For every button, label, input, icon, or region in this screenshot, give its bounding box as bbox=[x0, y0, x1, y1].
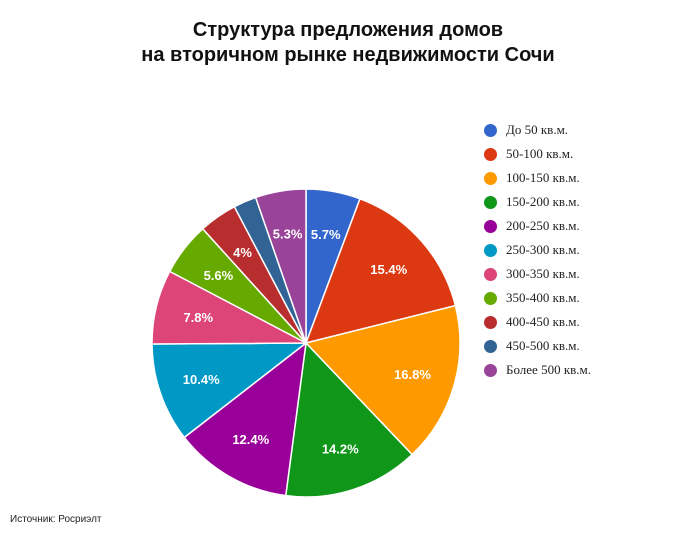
chart-title: Структура предложения домов на вторичном… bbox=[0, 18, 696, 68]
chart-legend: До 50 кв.м. 50-100 кв.м. 100-150 кв.м. 150-… bbox=[484, 118, 591, 382]
legend-label-3: 150-200 кв.м. bbox=[506, 194, 580, 209]
pie-slice-label-10: 5.3% bbox=[273, 227, 303, 242]
legend-item-5: 250-300 кв.м. bbox=[484, 238, 591, 262]
pie-slice-1 bbox=[304, 197, 457, 345]
chart-title-line-2: на вторичном рынке недвижимости Сочи bbox=[141, 44, 555, 66]
legend-swatch-6 bbox=[484, 267, 497, 281]
legend-swatch-9 bbox=[484, 339, 497, 353]
legend-swatch-0 bbox=[484, 123, 497, 137]
pie-slice-10 bbox=[254, 188, 307, 344]
legend-label-4: 200-250 кв.м. bbox=[506, 218, 580, 233]
pie-slice-label-2: 16.8% bbox=[394, 367, 431, 382]
pie-slice-label-5: 10.4% bbox=[183, 372, 220, 387]
pie-slice-2 bbox=[304, 304, 461, 456]
legend-swatch-4 bbox=[484, 219, 497, 233]
pie-slice-5 bbox=[151, 342, 309, 439]
pie-slice-label-3: 14.2% bbox=[322, 441, 359, 456]
pie-slice-label-8: 4% bbox=[233, 245, 252, 260]
legend-label-1: 50-100 кв.м. bbox=[506, 146, 574, 161]
legend-label-8: 400-450 кв.м. bbox=[506, 314, 580, 329]
legend-item-9: 450-500 кв.м. bbox=[484, 334, 591, 358]
legend-swatch-5 bbox=[484, 243, 497, 257]
pie-slice-4 bbox=[183, 341, 307, 497]
chart-title-line-1: Структура предложения домов bbox=[192, 19, 504, 41]
legend-item-1: 50-100 кв.м. bbox=[484, 142, 591, 166]
legend-swatch-7 bbox=[484, 291, 497, 305]
source-note: Источник: Росриэлт bbox=[10, 514, 102, 525]
legend-label-0: До 50 кв.м. bbox=[506, 122, 569, 137]
legend-item-4: 200-250 кв.м. bbox=[484, 214, 591, 238]
legend-item-8: 400-450 кв.м. bbox=[484, 310, 591, 334]
legend-swatch-1 bbox=[484, 147, 497, 161]
legend-label-9: 450-500 кв.м. bbox=[506, 338, 580, 353]
legend-item-6: 300-350 кв.м. bbox=[484, 262, 591, 286]
legend-label-7: 350-400 кв.м. bbox=[506, 290, 580, 305]
legend-item-0: До 50 кв.м. bbox=[484, 118, 591, 142]
legend-label-6: 300-350 кв.м. bbox=[506, 266, 580, 281]
pie-slice-3 bbox=[284, 341, 414, 498]
legend-swatch-2 bbox=[484, 171, 497, 185]
legend-label-2: 100-150 кв.м. bbox=[506, 170, 580, 185]
pie-slice-label-1: 15.4% bbox=[370, 262, 407, 277]
legend-swatch-10 bbox=[484, 363, 497, 377]
legend-item-3: 150-200 кв.м. bbox=[484, 190, 591, 214]
pie-slice-label-7: 5.6% bbox=[204, 268, 234, 283]
legend-swatch-8 bbox=[484, 315, 497, 329]
legend-label-10: Более 500 кв.м. bbox=[506, 362, 592, 377]
legend-item-7: 350-400 кв.м. bbox=[484, 286, 591, 310]
pie-slice-label-4: 12.4% bbox=[232, 432, 269, 447]
legend-label-5: 250-300 кв.м. bbox=[506, 242, 580, 257]
pie-slice-label-6: 7.8% bbox=[183, 310, 213, 325]
legend-item-10: Более 500 кв.м. bbox=[484, 358, 591, 382]
legend-swatch-3 bbox=[484, 195, 497, 209]
legend-item-2: 100-150 кв.м. bbox=[484, 166, 591, 190]
pie-slice-label-0: 5.7% bbox=[311, 227, 341, 242]
